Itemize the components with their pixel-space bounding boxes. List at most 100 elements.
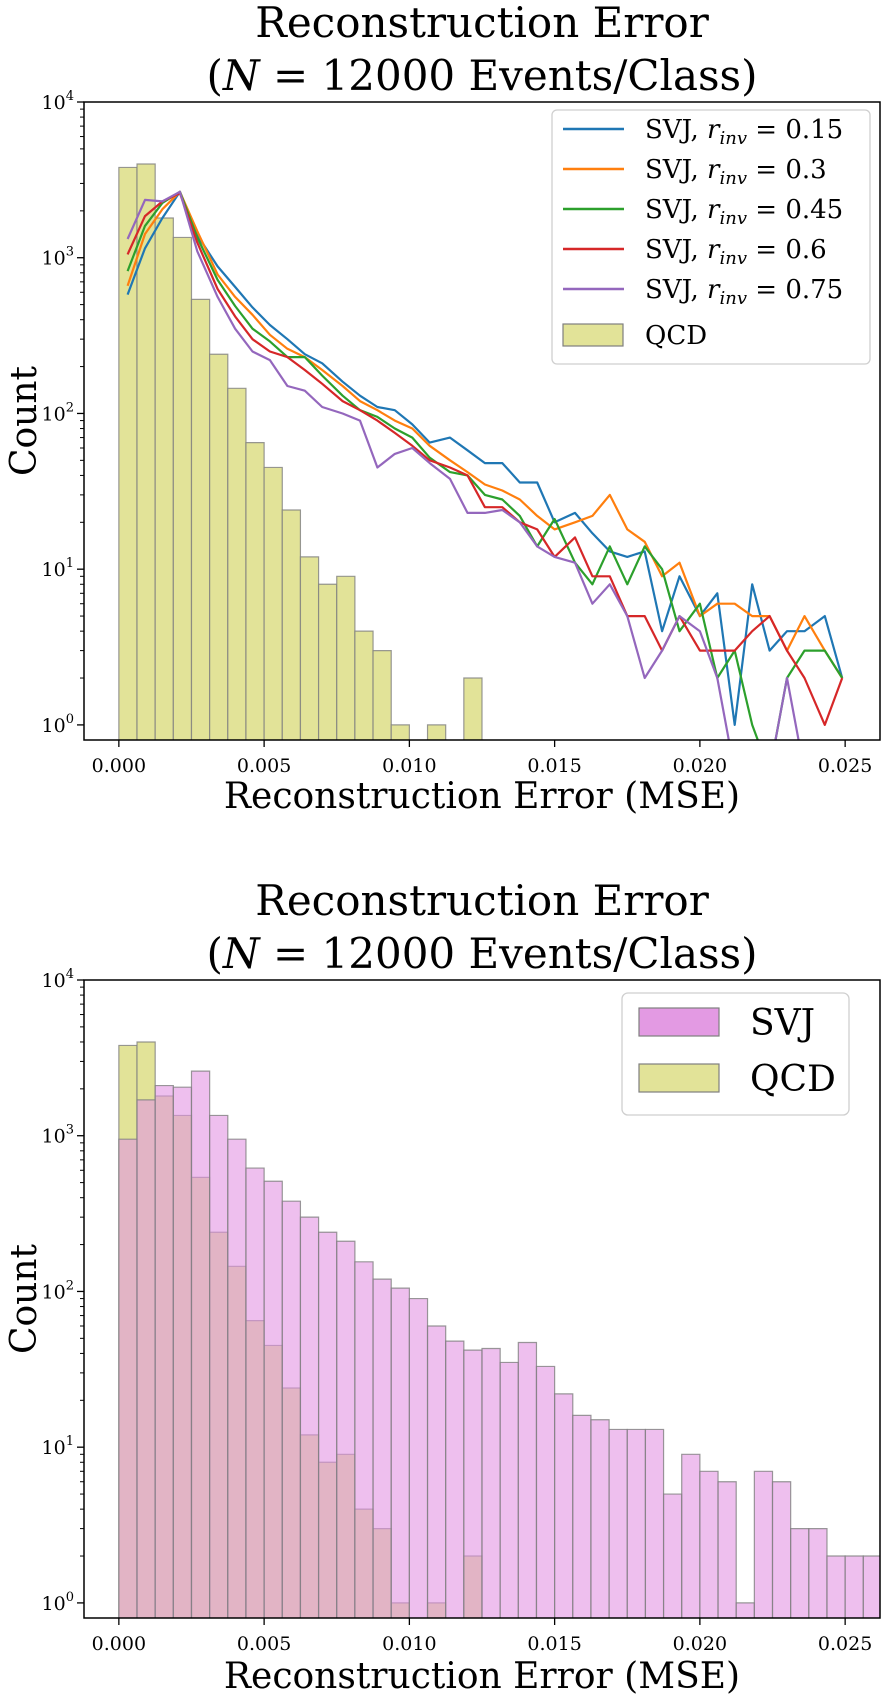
- legend-entry-3: SVJ, rinv = 0.45: [645, 195, 843, 229]
- plot-area: [118, 1041, 880, 1618]
- qcd-histogram-bar-4: [191, 299, 210, 740]
- svj-line-5: [126, 190, 800, 740]
- svj-histogram-bar-3: [173, 1087, 192, 1618]
- svj-histogram-bar-4: [191, 1071, 210, 1618]
- svj-histogram-bar-7: [245, 1168, 265, 1618]
- svj-histogram-bar-23: [536, 1366, 555, 1618]
- svj-histogram-bar-35: [754, 1471, 773, 1618]
- svj-line-3: [126, 190, 844, 740]
- qcd-histogram-bar-17: [427, 724, 446, 740]
- legend-entry-2: QCD: [750, 1059, 836, 1100]
- x-tick-label: 0.015: [527, 755, 581, 777]
- legend-swatch-1: [638, 1007, 720, 1037]
- y-tick-label: 103: [42, 1123, 74, 1148]
- svj-histogram-bar-26: [590, 1419, 610, 1618]
- svj-histogram-bar-27: [609, 1429, 628, 1618]
- svj-histogram-bar-18: [445, 1341, 464, 1618]
- legend-frame: [551, 109, 871, 365]
- svj-histogram-bar-24: [554, 1393, 573, 1618]
- qcd-histogram-bar-edge-17: [426, 724, 447, 740]
- svj-histogram-bar-2: [155, 1085, 174, 1618]
- y-tick-label: 102: [42, 1278, 74, 1303]
- y-tick-label: 100: [42, 1590, 74, 1615]
- chart-title-line-1: Reconstruction Error: [255, 0, 710, 47]
- x-tick-label: 0.015: [527, 1633, 581, 1655]
- legend-entry-5: SVJ, rinv = 0.75: [645, 275, 843, 309]
- y-tick-label: 103: [42, 245, 74, 270]
- qcd-histogram-bar-6: [227, 388, 246, 740]
- x-tick-label: 0.020: [673, 755, 727, 777]
- svj-line-1: [126, 190, 844, 726]
- x-tick-label: 0.025: [818, 1633, 872, 1655]
- legend-entry-qcd: QCD: [645, 321, 707, 351]
- chart-panel-2: Reconstruction Error(N = 12000 Events/Cl…: [4, 876, 881, 1697]
- svj-line-4: [126, 192, 844, 726]
- svj-histogram-bar-6: [227, 1139, 246, 1618]
- svj-histogram-bar-8: [264, 1181, 283, 1618]
- svj-histogram-bar-30: [663, 1494, 682, 1618]
- legend-entry-1: SVJ: [750, 1003, 815, 1044]
- x-tick-label: 0.020: [673, 1633, 727, 1655]
- svj-histogram-bar-10: [300, 1217, 319, 1618]
- x-tick-label: 0.005: [237, 1633, 291, 1655]
- svj-histogram-bar-edge-34: [735, 1602, 755, 1618]
- legend-entry-1: SVJ, rinv = 0.15: [645, 115, 843, 149]
- svj-histogram-bar-17: [427, 1326, 446, 1618]
- legend-entry-2: SVJ, rinv = 0.3: [645, 155, 827, 189]
- svj-histogram-bar-34: [736, 1602, 755, 1618]
- y-axis-label: Count: [4, 1243, 45, 1354]
- y-tick-label: 102: [42, 400, 74, 425]
- y-tick-label: 101: [42, 556, 74, 581]
- svj-histogram-bar-19: [463, 1350, 482, 1618]
- x-tick-label: 0.000: [92, 755, 146, 777]
- qcd-histogram-bar-11: [318, 584, 337, 740]
- svj-histogram-bar-21: [500, 1362, 519, 1618]
- svj-histogram-bar-15: [391, 1288, 410, 1618]
- qcd-histogram-bar-edge-15: [390, 724, 410, 740]
- qcd-histogram-bar-14: [373, 650, 392, 740]
- x-tick-label: 0.010: [382, 755, 436, 777]
- legend: SVJ QCD: [621, 992, 850, 1116]
- qcd-histogram-bar-5: [209, 354, 228, 740]
- x-tick-label: 0.025: [818, 755, 872, 777]
- qcd-histogram-bar-2: [155, 217, 174, 740]
- chart-title-line-2: (N = 12000 Events/Class): [207, 51, 758, 100]
- svj-histogram-bar-12: [336, 1241, 355, 1618]
- y-tick-label: 100: [42, 712, 74, 737]
- svj-histogram-bar-29: [645, 1429, 664, 1618]
- chart-title-line-2: (N = 12000 Events/Class): [207, 929, 758, 978]
- qcd-histogram-bar-1: [137, 163, 156, 740]
- qcd-histogram-bar-edge-14: [372, 650, 392, 740]
- y-tick-label: 101: [42, 1434, 74, 1459]
- legend-swatch-qcd: [562, 323, 624, 347]
- svj-histogram-bar-9: [282, 1201, 301, 1618]
- svj-histogram-bar-edge-33: [717, 1481, 737, 1618]
- qcd-histogram-bar-9: [282, 509, 301, 740]
- qcd-histogram-bar-19: [463, 678, 482, 740]
- svj-histogram-bar-22: [518, 1342, 537, 1618]
- qcd-histogram-bar-10: [300, 556, 319, 740]
- svj-histogram-bar-13: [354, 1261, 374, 1618]
- y-tick-label: 104: [42, 967, 74, 992]
- qcd-histogram-bar-13: [354, 631, 374, 740]
- qcd-histogram-bar-0: [118, 167, 138, 740]
- qcd-histogram-bar-7: [245, 442, 265, 740]
- svj-histogram-bar-16: [409, 1298, 428, 1618]
- qcd-histogram-bar-3: [173, 237, 192, 740]
- svj-histogram-bar-11: [318, 1232, 337, 1618]
- svj-histogram-bar-edge-41: [862, 1555, 880, 1618]
- y-tick-label: 104: [42, 89, 74, 114]
- svj-histogram-bar-28: [627, 1429, 646, 1618]
- svj-histogram-bar-39: [826, 1556, 846, 1618]
- svj-histogram-bar-38: [808, 1528, 827, 1618]
- x-tick-label: 0.010: [382, 1633, 436, 1655]
- svj-histogram-bar-41: [863, 1556, 880, 1618]
- svj-histogram-bar-37: [790, 1528, 809, 1618]
- plot-area: [118, 163, 844, 740]
- svj-histogram-bar-0: [118, 1139, 138, 1618]
- legend-entry-4: SVJ, rinv = 0.6: [645, 235, 827, 269]
- svj-histogram-bar-31: [681, 1454, 700, 1618]
- qcd-histogram-bar-12: [336, 576, 355, 740]
